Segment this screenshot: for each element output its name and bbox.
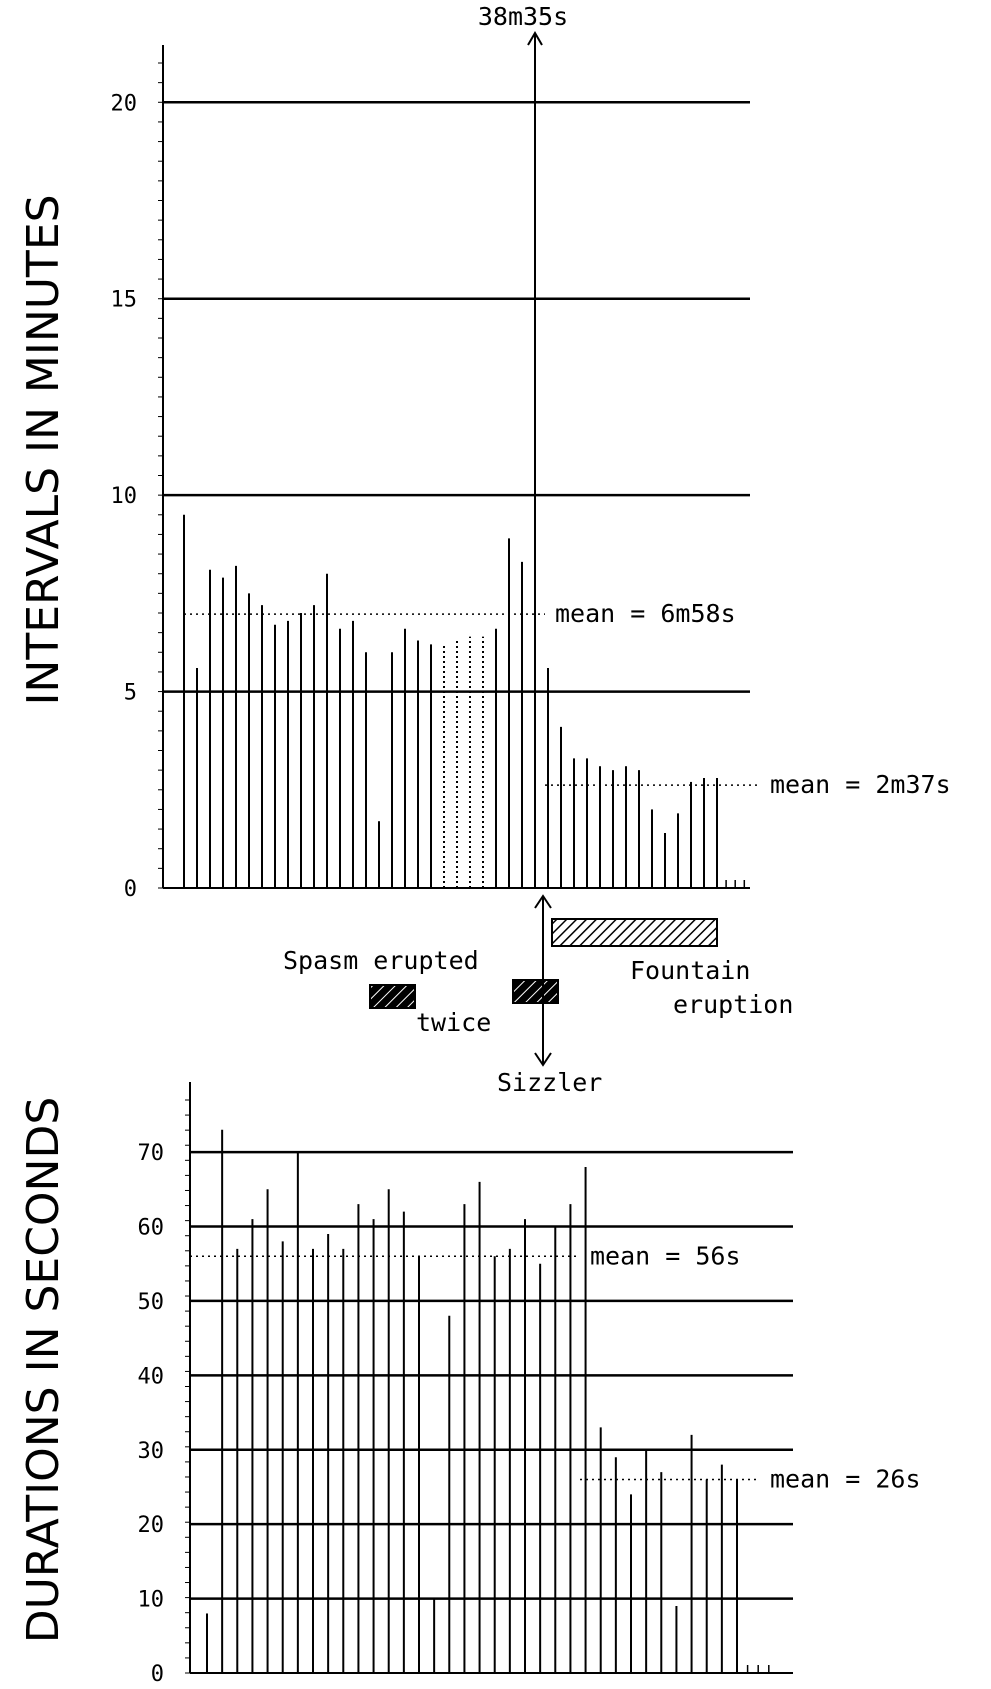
bottom-tick-label-0: 0 bbox=[151, 1662, 164, 1687]
bottom-tick-label-20: 20 bbox=[138, 1513, 165, 1538]
top-tick-label-20: 20 bbox=[111, 91, 138, 116]
top-y-axis-label: INTERVALS IN MINUTES bbox=[18, 194, 69, 705]
top-interval-chart: 0 5 10 15 20 38m35s mean = 6m58s mean = 2m37s bbox=[111, 2, 951, 902]
bottom-y-axis-label: DURATIONS IN SECONDS bbox=[18, 1097, 69, 1644]
top-tick-label-10: 10 bbox=[111, 484, 138, 509]
top-mean-label-0: mean = 6m58s bbox=[555, 599, 736, 628]
annotation-group: Spasm erupted twice Fountain eruption Si… bbox=[283, 894, 793, 1097]
sizzler-swatch bbox=[512, 979, 559, 1004]
bottom-mean-label-1: mean = 26s bbox=[770, 1465, 921, 1494]
sizzler-label: Sizzler bbox=[497, 1068, 602, 1097]
twice-label: twice bbox=[416, 1008, 491, 1037]
spasm-label: Spasm erupted bbox=[283, 946, 479, 975]
fountain-swatch bbox=[551, 918, 718, 947]
bottom-duration-chart: 0 10 20 30 40 50 60 70 mean = 56s mean = 26s bbox=[138, 1082, 921, 1687]
bottom-tick-label-10: 10 bbox=[138, 1588, 165, 1613]
bottom-tick-label-50: 50 bbox=[138, 1290, 165, 1315]
top-tick-label-15: 15 bbox=[111, 288, 138, 313]
top-tick-label-0: 0 bbox=[124, 877, 137, 902]
bottom-tick-label-40: 40 bbox=[138, 1364, 165, 1389]
bottom-tick-label-30: 30 bbox=[138, 1439, 165, 1464]
top-offscale-arrow bbox=[527, 31, 543, 46]
top-offscale-label: 38m35s bbox=[478, 2, 568, 31]
bottom-tick-label-70: 70 bbox=[138, 1141, 165, 1166]
top-tick-label-5: 5 bbox=[124, 681, 137, 706]
top-mean-label-1: mean = 2m37s bbox=[770, 770, 951, 799]
bottom-mean-label-0: mean = 56s bbox=[590, 1241, 741, 1270]
bottom-tick-label-60: 60 bbox=[138, 1216, 165, 1241]
fountain-label-1: Fountain bbox=[630, 956, 750, 985]
sizzler-double-arrow bbox=[534, 894, 552, 1067]
spasm-swatch bbox=[369, 984, 416, 1009]
fountain-label-2: eruption bbox=[673, 990, 793, 1019]
